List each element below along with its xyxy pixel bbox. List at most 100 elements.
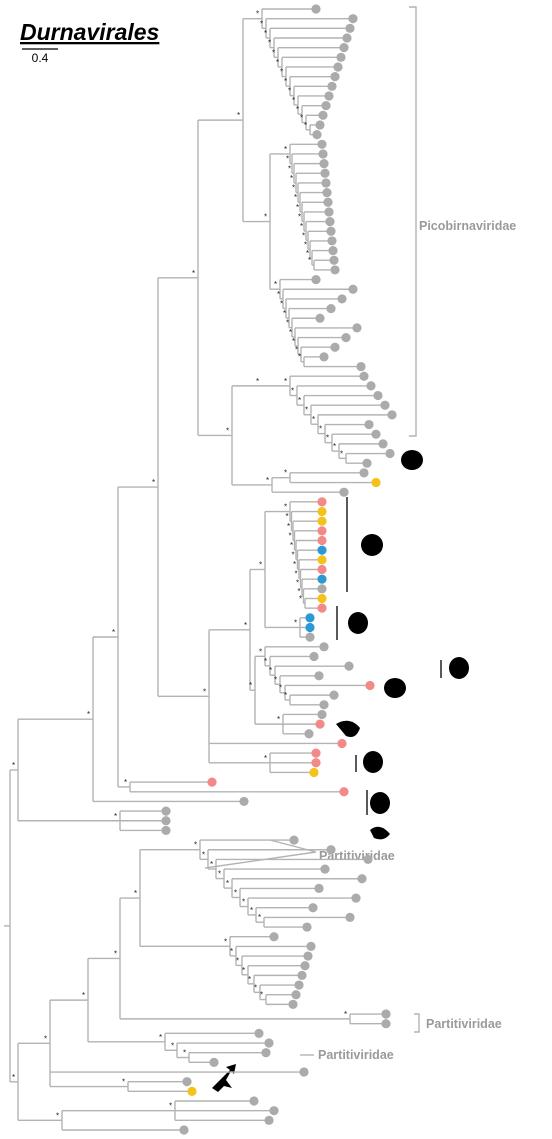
tip <box>317 497 326 506</box>
tip <box>371 478 380 487</box>
tip <box>305 633 314 642</box>
tip <box>302 922 311 931</box>
support-marker: * <box>319 425 322 434</box>
support-marker: * <box>218 870 221 879</box>
tip <box>264 1038 273 1047</box>
support-marker: * <box>152 478 155 487</box>
support-marker: * <box>306 249 309 258</box>
tip <box>161 806 170 815</box>
tip <box>364 420 373 429</box>
support-marker: * <box>284 377 287 386</box>
tip <box>333 62 342 71</box>
support-marker: * <box>286 319 289 328</box>
support-marker: * <box>286 512 289 521</box>
tip <box>179 1125 188 1134</box>
tip <box>209 1058 218 1067</box>
tip <box>317 140 326 149</box>
support-marker: * <box>234 888 237 897</box>
tip <box>321 101 330 110</box>
support-marker: * <box>344 1010 347 1019</box>
support-marker: * <box>274 280 277 289</box>
silhouette <box>361 534 383 556</box>
tip <box>309 768 318 777</box>
support-marker: * <box>296 203 299 212</box>
support-marker: * <box>289 328 292 337</box>
support-marker: * <box>305 406 308 415</box>
support-marker: * <box>295 345 298 354</box>
support-marker: * <box>298 396 301 405</box>
support-marker: * <box>202 850 205 859</box>
tree-figure: Durnavirales 0.4 Picobirnaviridae Partit… <box>0 0 552 1139</box>
support-marker: * <box>12 761 15 770</box>
support-marker: * <box>268 39 271 48</box>
support-marker: * <box>114 812 117 821</box>
clade-label: Partitiviridae <box>426 1017 502 1031</box>
support-marker: * <box>277 715 280 724</box>
tip <box>345 24 354 33</box>
support-marker: * <box>260 991 263 1000</box>
tip <box>291 990 300 999</box>
support-marker: * <box>296 105 299 114</box>
tip <box>328 246 337 255</box>
tip <box>339 43 348 52</box>
tip <box>356 362 365 371</box>
support-marker: * <box>284 77 287 86</box>
tip <box>324 91 333 100</box>
tip <box>299 1067 308 1076</box>
tip <box>317 565 326 574</box>
support-marker: * <box>112 628 115 637</box>
tip <box>326 845 335 854</box>
tip <box>324 207 333 216</box>
support-marker: * <box>302 231 305 240</box>
tip <box>249 1096 258 1105</box>
tip <box>320 864 329 873</box>
support-marker: * <box>280 300 283 309</box>
support-marker: * <box>290 174 293 183</box>
support-marker: * <box>304 121 307 130</box>
tip <box>317 575 326 584</box>
tip <box>161 816 170 825</box>
tip <box>371 430 380 439</box>
tip <box>322 188 331 197</box>
support-marker: * <box>159 1033 162 1042</box>
support-marker: * <box>256 10 259 19</box>
support-marker: * <box>258 913 261 922</box>
support-marker: * <box>276 58 279 67</box>
support-marker: * <box>250 906 253 915</box>
tip <box>336 53 345 62</box>
support-marker: * <box>300 114 303 123</box>
tip <box>288 1000 297 1009</box>
support-marker: * <box>124 778 127 787</box>
tip <box>305 613 314 622</box>
support-marker: * <box>264 29 267 38</box>
support-marker: * <box>292 337 295 346</box>
support-marker: * <box>333 442 336 451</box>
tip <box>339 787 348 796</box>
support-marker: * <box>114 949 117 958</box>
tip <box>357 874 366 883</box>
support-marker: * <box>280 68 283 77</box>
scale-label: 0.4 <box>32 51 49 65</box>
tip <box>359 468 368 477</box>
tip <box>387 410 396 419</box>
tip <box>317 517 326 526</box>
support-marker: * <box>259 560 262 569</box>
support-marker: * <box>300 222 303 231</box>
silhouette <box>449 657 469 679</box>
tip <box>317 710 326 719</box>
clade-bracket <box>414 1014 419 1032</box>
tip <box>319 159 328 168</box>
clade-bracket <box>409 7 416 436</box>
support-marker: * <box>171 1041 174 1050</box>
tip <box>314 671 323 680</box>
clade-wedge <box>205 840 316 868</box>
tip <box>309 652 318 661</box>
support-marker: * <box>87 710 90 719</box>
tree: ****************************************… <box>4 4 397 1134</box>
tip <box>363 855 372 864</box>
tip <box>327 82 336 91</box>
tip <box>321 178 330 187</box>
support-marker: * <box>290 541 293 550</box>
silhouette <box>370 792 390 814</box>
tip <box>317 594 326 603</box>
